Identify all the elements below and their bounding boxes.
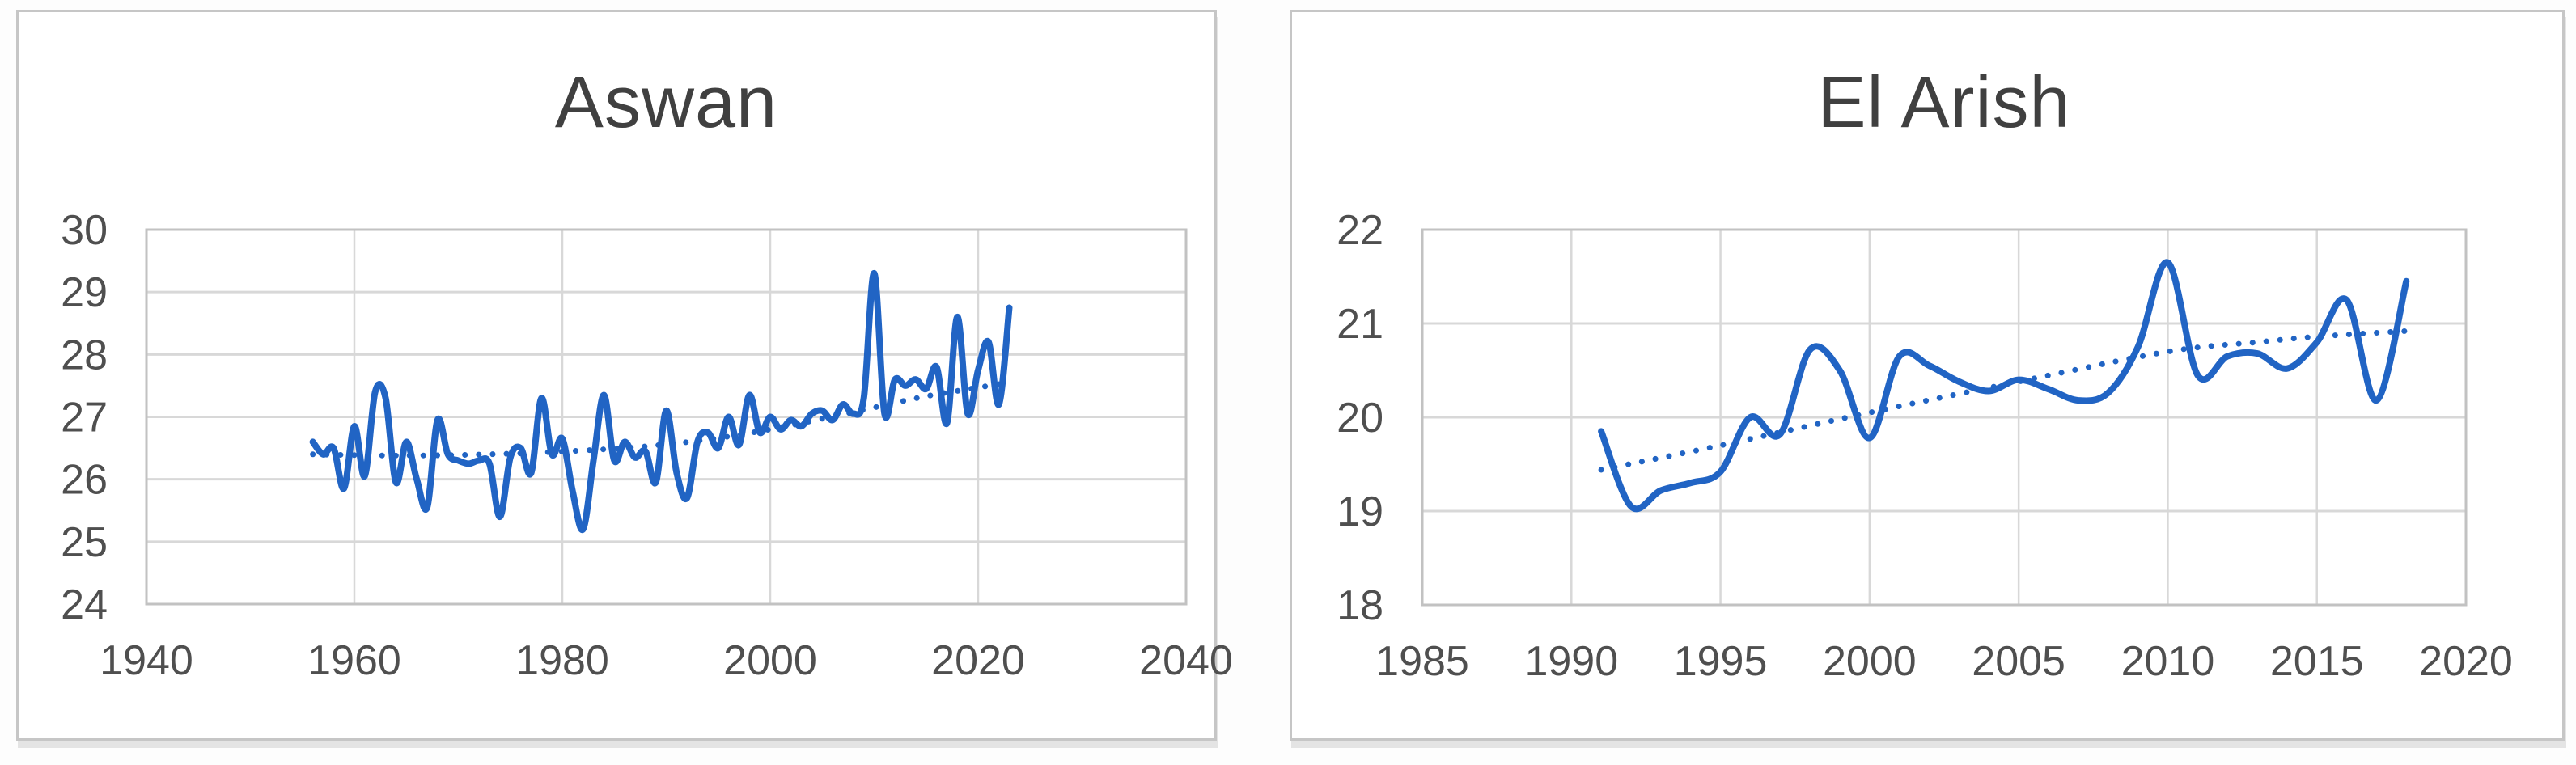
el-arish-chart-title: El Arish	[1817, 62, 2071, 143]
aswan-chart-title: Aswan	[554, 62, 778, 143]
